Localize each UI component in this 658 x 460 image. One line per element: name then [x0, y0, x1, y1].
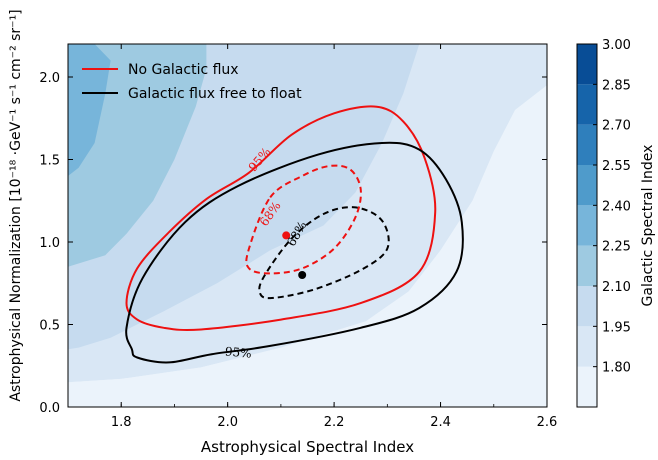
y-tick-label: 0.5 — [39, 319, 60, 334]
x-tick-label: 2.2 — [324, 415, 345, 430]
contour-label: 95% — [224, 344, 252, 360]
colorbar-segment — [577, 44, 597, 85]
colorbar-segment — [577, 124, 597, 165]
x-tick-label: 2.4 — [430, 415, 451, 430]
x-axis-ticks: 1.8 2.0 2.2 2.4 2.6 — [67, 44, 558, 430]
contour-lines — [125, 105, 464, 364]
y-tick-label: 1.5 — [39, 154, 60, 169]
colorbar-segment — [577, 286, 597, 327]
y-axis-ticks: 0.0 0.5 1.0 1.5 2.0 — [39, 71, 547, 416]
x-axis-label: Astrophysical Spectral Index — [201, 438, 414, 456]
band-2.40 — [68, 44, 111, 176]
colorbar-tick-label: 1.95 — [602, 320, 631, 335]
colorbar-segment — [577, 165, 597, 206]
best-fit-point-no-galactic — [282, 231, 291, 240]
legend-entry: No Galactic flux — [128, 62, 239, 78]
colorbar-tick-label: 2.25 — [602, 240, 631, 255]
band-1.80 — [68, 85, 547, 407]
contour-galactic-float-95 — [125, 141, 464, 364]
colorbar-segment — [577, 245, 597, 286]
x-tick-label: 1.8 — [111, 415, 132, 430]
contour-no-galactic-68 — [245, 164, 362, 275]
colorbar-segment — [577, 205, 597, 246]
plot-frame — [67, 43, 548, 408]
colorbar-tick-label: 2.55 — [602, 159, 631, 174]
colorbar-segment — [577, 366, 597, 407]
colorbar-tick-label: 2.40 — [602, 199, 631, 214]
colorbar-tick-label: 3.00 — [602, 38, 631, 53]
colorbar-label: Galactic Spectral Index — [640, 145, 656, 307]
x-tick-label: 2.0 — [217, 415, 238, 430]
legend-entry: Galactic flux free to float — [128, 86, 302, 102]
y-tick-label: 1.0 — [39, 236, 60, 251]
contour-no-galactic-95 — [125, 105, 437, 332]
colorbar: 1.80 1.95 2.10 2.25 2.40 2.55 2.70 2.85 3.00 — [576, 38, 631, 408]
x-tick-label: 2.6 — [537, 415, 558, 430]
legend: No Galactic flux Galactic flux free to fl… — [82, 62, 302, 102]
colorbar-segment — [577, 84, 597, 125]
colorbar-tick-label: 2.85 — [602, 78, 631, 93]
best-fit-markers — [282, 231, 307, 279]
contour-galactic-float-68 — [258, 206, 390, 300]
y-tick-label: 0.0 — [39, 401, 60, 416]
y-tick-label: 2.0 — [39, 71, 60, 86]
colorbar-tick-label: 1.80 — [602, 361, 631, 376]
y-axis-label: Astrophysical Normalization [10⁻¹⁸ ·GeV⁻… — [8, 9, 24, 401]
colorbar-tick-label: 2.10 — [602, 280, 631, 295]
background-filled-contours — [68, 44, 547, 407]
colorbar-segment — [577, 326, 597, 367]
best-fit-point-galactic-float — [298, 271, 307, 279]
colorbar-tick-label: 2.70 — [602, 119, 631, 134]
